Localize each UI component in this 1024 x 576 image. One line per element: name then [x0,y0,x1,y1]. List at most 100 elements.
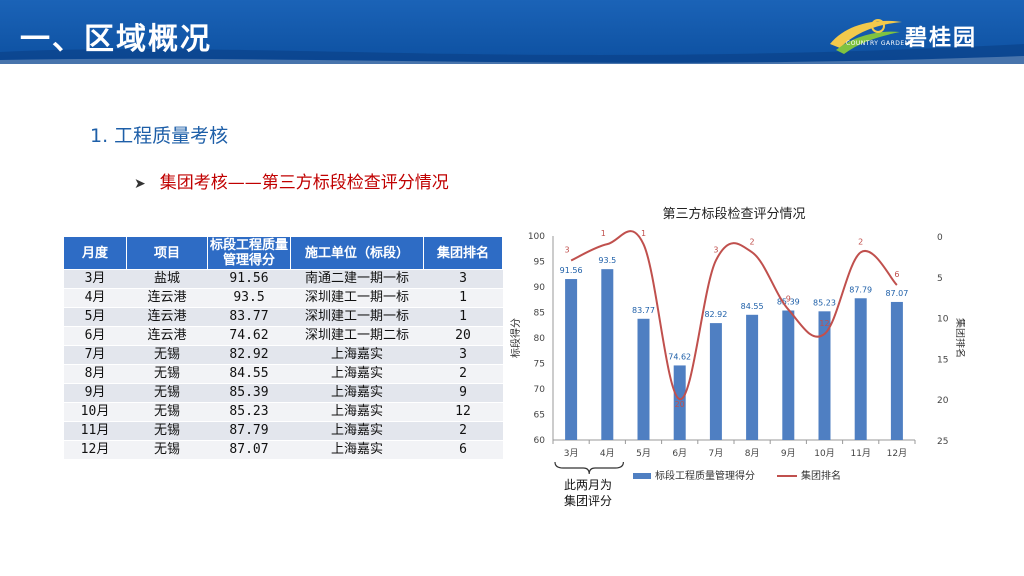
table-cell: 6 [423,440,503,460]
table-cell: 无锡 [126,364,208,384]
table-cell: 深圳建工一期一标 [290,307,424,327]
x-tick-label: 5月 [636,448,651,459]
table-cell: 6月 [63,326,127,346]
line-data-label: 9 [786,294,791,303]
bar [565,279,578,440]
bar-data-label: 85.23 [813,298,836,307]
table-cell: 上海嘉实 [290,402,424,422]
table-cell: 12月 [63,440,127,460]
table-cell: 20 [423,326,503,346]
y-tick-label: 85 [534,309,545,319]
table-row: 4月 连云港 93.5 深圳建工一期一标 1 [63,288,503,308]
brace-annotation [554,461,624,475]
bar-data-label: 84.55 [741,302,764,311]
table-cell: 85.23 [207,402,291,422]
bar-data-label: 91.56 [560,266,583,275]
x-tick-label: 7月 [709,448,724,459]
y-tick-label: 65 [534,411,545,421]
table-cell: 9 [423,383,503,403]
table-cell: 10月 [63,402,127,422]
bar-data-label: 74.62 [668,352,691,361]
annotation-line-1: 此两月为 [564,478,613,492]
y2-tick-label: 5 [937,274,943,284]
x-tick-label: 12月 [887,448,907,459]
table-header-rank: 集团排名 [423,236,503,270]
y-tick-label: 60 [534,436,546,446]
table-cell: 83.77 [207,307,291,327]
line-data-label: 3 [565,245,570,254]
table-row: 9月 无锡 85.39 上海嘉实 9 [63,383,503,403]
table-cell: 8月 [63,364,127,384]
table-cell: 无锡 [126,383,208,403]
subsection-title: ➤ 集团考核——第三方标段检查评分情况 [134,168,449,193]
table-header-row: 月度 项目 标段工程质量管理得分 施工单位（标段） 集团排名 [63,236,503,270]
line-data-label: 3 [713,245,718,254]
table-cell: 上海嘉实 [290,383,424,403]
legend-bar-swatch [633,473,651,479]
subsection-text: 集团考核——第三方标段检查评分情况 [159,173,449,193]
bar [890,301,903,440]
line-data-label: 6 [894,270,899,279]
table-cell: 91.56 [207,269,291,289]
y2-tick-label: 20 [937,396,949,406]
bar [637,318,650,440]
table-cell: 9月 [63,383,127,403]
y2-tick-label: 15 [937,355,948,365]
table-row: 12月 无锡 87.07 上海嘉实 6 [63,440,503,460]
table-cell: 2 [423,364,503,384]
legend-bar-label: 标段工程质量管理得分 [655,469,755,482]
y-tick-label: 90 [534,283,546,293]
table-cell: 4月 [63,288,127,308]
bar [709,323,722,440]
bullet-arrow-icon: ➤ [134,176,146,192]
header-bar: 一、区域概况 碧桂园 COUNTRY GARDEN [0,0,1024,68]
table-cell: 无锡 [126,421,208,441]
table-cell: 连云港 [126,288,208,308]
table-cell: 盐城 [126,269,208,289]
x-tick-label: 8月 [745,448,760,459]
bar-data-label: 85.39 [777,298,800,307]
bar [673,365,686,440]
y2-axis-title: 集团排名 [954,318,965,358]
table-row: 7月 无锡 82.92 上海嘉实 3 [63,345,503,365]
table-cell: 上海嘉实 [290,364,424,384]
line-data-label: 20 [675,400,685,409]
table-cell: 93.5 [207,288,291,308]
section-title: 1. 工程质量考核 [90,125,229,147]
table-cell: 1 [423,307,503,327]
table-cell: 无锡 [126,402,208,422]
bar [746,314,759,440]
rank-line [570,230,898,401]
x-tick-label: 6月 [672,448,687,459]
table-cell: 3 [423,269,503,289]
y2-tick-label: 10 [937,315,949,325]
table-header-month: 月度 [63,236,127,270]
table-row: 5月 连云港 83.77 深圳建工一期一标 1 [63,307,503,327]
table-header-project: 项目 [126,236,208,270]
table-cell: 3 [423,345,503,365]
logo-subtext: COUNTRY GARDEN [846,40,910,47]
table-cell: 深圳建工一期二标 [290,326,424,346]
table-cell: 上海嘉实 [290,440,424,460]
bar-data-label: 87.07 [885,289,908,298]
line-data-label: 1 [641,229,646,238]
chart-title: 第三方标段检查评分情况 [662,206,805,222]
logo-text: 碧桂园 [905,26,978,51]
table-cell: 74.62 [207,326,291,346]
annotation-note: 此两月为 集团评分 [564,477,612,509]
table-cell: 7月 [63,345,127,365]
table-cell: 无锡 [126,440,208,460]
bar [601,269,614,440]
bar-data-label: 83.77 [632,306,655,315]
line-data-label: 12 [819,319,829,328]
annotation-line-2: 集团评分 [564,494,613,508]
table-cell: 上海嘉实 [290,421,424,441]
y-tick-label: 80 [534,334,546,344]
line-data-label: 2 [858,237,863,246]
table-cell: 南通二建一期一标 [290,269,424,289]
x-tick-label: 9月 [781,448,796,459]
country-garden-logo-icon [830,19,902,54]
line-data-label: 1 [601,229,606,238]
page-title: 一、区域概况 [20,22,212,57]
